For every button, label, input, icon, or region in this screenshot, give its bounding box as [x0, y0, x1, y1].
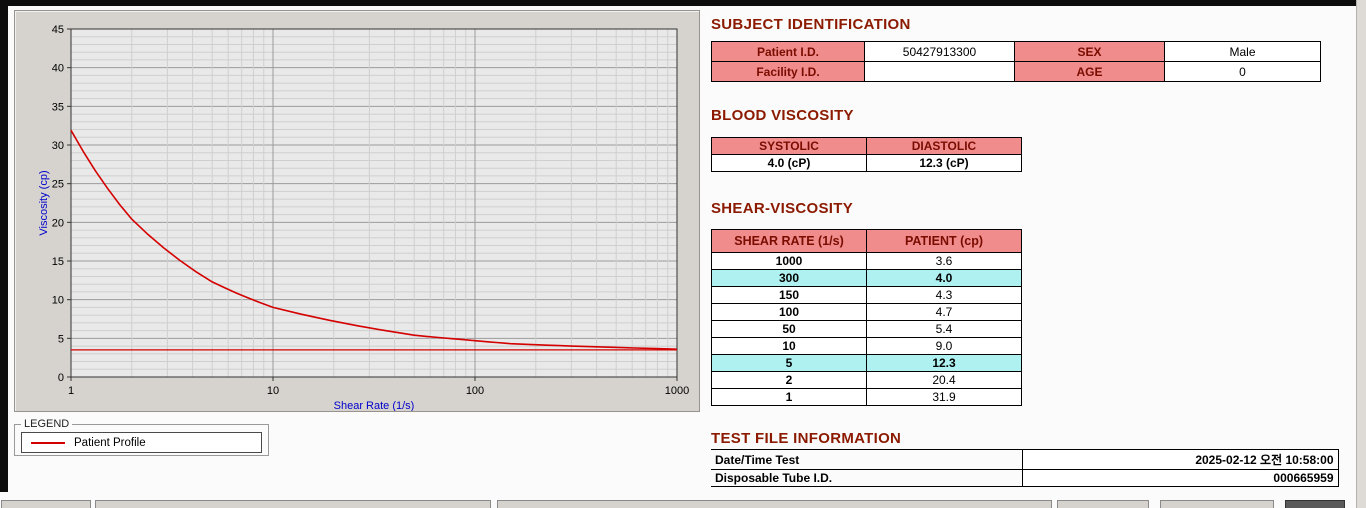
svg-text:35: 35	[52, 101, 64, 113]
shear-rate-cell: 10	[711, 337, 867, 355]
systolic-header: SYSTOLIC	[711, 137, 867, 155]
svg-text:10: 10	[267, 385, 279, 397]
svg-text:100: 100	[466, 385, 484, 397]
bottom-toolbar-button-partial[interactable]	[1057, 500, 1149, 508]
disposable-tube-id-value: 000665959	[1021, 469, 1339, 487]
diastolic-header: DIASTOLIC	[866, 137, 1022, 155]
patient-cp-cell: 4.0	[866, 269, 1022, 287]
svg-text:40: 40	[52, 63, 64, 75]
patient-id-label: Patient I.D.	[711, 41, 865, 62]
shear-row: 2 20.4	[711, 371, 1022, 389]
disposable-tube-id-label: Disposable Tube I.D.	[711, 469, 1022, 487]
blood-viscosity-value-row: 4.0 (cP) 12.3 (cP)	[711, 154, 1022, 172]
patient-cp-cell: 20.4	[866, 371, 1022, 389]
svg-text:5: 5	[58, 333, 64, 345]
shear-viscosity-title: SHEAR-VISCOSITY	[711, 200, 854, 217]
window-top-edge	[8, 0, 1356, 6]
shear-rate-cell: 300	[711, 269, 867, 287]
svg-text:25: 25	[52, 179, 64, 191]
patient-cp-cell: 31.9	[866, 388, 1022, 406]
patient-cp-cell: 9.0	[866, 337, 1022, 355]
subject-row-2: Facility I.D. AGE 0	[711, 61, 1321, 82]
shear-rate-cell: 1	[711, 388, 867, 406]
svg-text:1000: 1000	[665, 385, 689, 397]
svg-text:20: 20	[52, 217, 64, 229]
shear-row: 5 12.3	[711, 354, 1022, 372]
patient-cp-cell: 5.4	[866, 320, 1022, 338]
shear-row: 100 4.7	[711, 303, 1022, 321]
shear-rate-cell: 5	[711, 354, 867, 372]
bottom-toolbar-button-partial[interactable]	[1, 500, 91, 508]
diastolic-value: 12.3 (cP)	[866, 154, 1022, 172]
patient-cp-cell: 4.7	[866, 303, 1022, 321]
series-line-sample-icon	[31, 441, 65, 444]
test-file-information-table: Date/Time Test 2025-02-12 오전 10:58:00 Di…	[711, 449, 1339, 487]
window-left-edge	[0, 0, 8, 492]
shear-row: 300 4.0	[711, 269, 1022, 287]
age-value: 0	[1164, 61, 1321, 82]
shear-viscosity-chart: 0 5 10 15 20 25 30 35 40 45 1 10 100 1000 Shear Rate (…	[15, 11, 699, 412]
shear-rate-header: SHEAR RATE (1/s)	[711, 229, 867, 253]
shear-rate-cell: 50	[711, 320, 867, 338]
subject-row-1: Patient I.D. 50427913300 SEX Male	[711, 41, 1321, 62]
patient-cp-header: PATIENT (cp)	[866, 229, 1022, 253]
date-time-test-value: 2025-02-12 오전 10:58:00	[1021, 449, 1339, 470]
shear-rate-cell: 100	[711, 303, 867, 321]
svg-text:Viscosity (cp): Viscosity (cp)	[38, 170, 50, 235]
chart-legend: LEGEND Patient Profile	[14, 418, 269, 456]
sex-value: Male	[1164, 41, 1321, 62]
svg-text:30: 30	[52, 140, 64, 152]
facility-id-label: Facility I.D.	[711, 61, 865, 82]
patient-id-value: 50427913300	[864, 41, 1015, 62]
systolic-value: 4.0 (cP)	[711, 154, 867, 172]
age-label: AGE	[1014, 61, 1165, 82]
blood-viscosity-table: SYSTOLIC DIASTOLIC 4.0 (cP) 12.3 (cP)	[711, 137, 1022, 172]
subject-identification-table: Patient I.D. 50427913300 SEX Male Facili…	[711, 41, 1321, 82]
shear-row: 1000 3.6	[711, 252, 1022, 270]
legend-series-label: Patient Profile	[74, 436, 146, 449]
legend-title: LEGEND	[24, 418, 70, 430]
test-file-information-title: TEST FILE INFORMATION	[711, 430, 902, 447]
shear-rate-cell: 1000	[711, 252, 867, 270]
svg-text:45: 45	[52, 24, 64, 36]
facility-id-value	[864, 61, 1015, 82]
sex-label: SEX	[1014, 41, 1165, 62]
blood-viscosity-header-row: SYSTOLIC DIASTOLIC	[711, 137, 1022, 155]
svg-text:10: 10	[52, 295, 64, 307]
bottom-toolbar-button-partial[interactable]	[1160, 500, 1274, 508]
legend-entry: Patient Profile	[21, 432, 262, 453]
svg-text:0: 0	[58, 372, 64, 384]
bottom-toolbar-button-partial[interactable]	[1285, 500, 1345, 508]
svg-text:1: 1	[68, 385, 74, 397]
subject-identification-title: SUBJECT IDENTIFICATION	[711, 16, 911, 33]
shear-viscosity-table: SHEAR RATE (1/s) PATIENT (cp) 1000 3.6 3…	[711, 229, 1022, 406]
patient-cp-cell: 4.3	[866, 286, 1022, 304]
shear-rate-cell: 2	[711, 371, 867, 389]
test-file-row: Disposable Tube I.D. 000665959	[711, 469, 1339, 487]
test-file-row: Date/Time Test 2025-02-12 오전 10:58:00	[711, 449, 1339, 470]
date-time-test-label: Date/Time Test	[711, 449, 1022, 470]
patient-cp-cell: 12.3	[866, 354, 1022, 372]
shear-row: 10 9.0	[711, 337, 1022, 355]
viscosity-chart-panel: 0 5 10 15 20 25 30 35 40 45 1 10 100 1000 Shear Rate (…	[14, 10, 700, 412]
shear-row: 1 31.9	[711, 388, 1022, 406]
svg-text:15: 15	[52, 256, 64, 268]
svg-text:Shear Rate (1/s): Shear Rate (1/s)	[334, 400, 415, 411]
shear-row: 150 4.3	[711, 286, 1022, 304]
bottom-toolbar-panel-partial[interactable]	[497, 500, 1052, 508]
shear-rate-cell: 150	[711, 286, 867, 304]
window-right-edge	[1356, 0, 1366, 508]
patient-cp-cell: 3.6	[866, 252, 1022, 270]
blood-viscosity-title: BLOOD VISCOSITY	[711, 107, 854, 124]
bottom-toolbar-panel-partial[interactable]	[95, 500, 491, 508]
shear-row: 50 5.4	[711, 320, 1022, 338]
shear-viscosity-header-row: SHEAR RATE (1/s) PATIENT (cp)	[711, 229, 1022, 253]
